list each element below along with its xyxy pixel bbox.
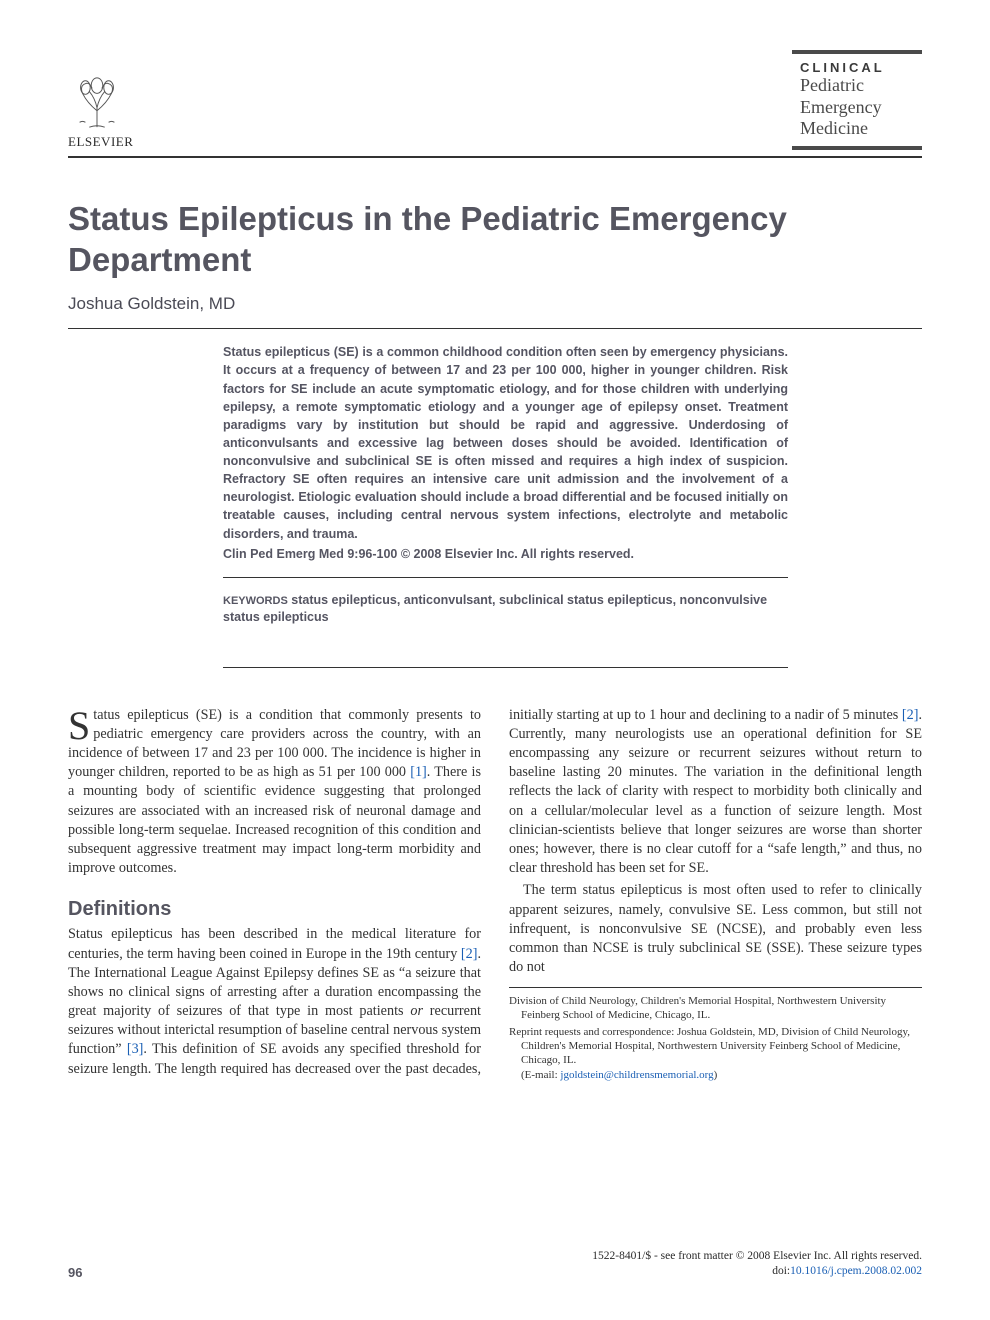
journal-line-2: Pediatric bbox=[800, 75, 914, 97]
journal-line-1: CLINICAL bbox=[800, 60, 914, 75]
definitions-p2: The term status epilepticus is most ofte… bbox=[509, 881, 922, 977]
ref-2b[interactable]: [2] bbox=[902, 707, 919, 723]
elsevier-tree-icon bbox=[68, 74, 126, 132]
abstract-citation: Clin Ped Emerg Med 9:96-100 © 2008 Elsev… bbox=[223, 545, 788, 563]
dropcap: S bbox=[68, 706, 93, 743]
abstract-text: Status epilepticus (SE) is a common chil… bbox=[223, 345, 788, 540]
keywords-block: KEYWORDS status epilepticus, anticonvuls… bbox=[223, 592, 788, 627]
doi-line: doi:10.1016/j.cpem.2008.02.002 bbox=[592, 1264, 922, 1280]
correspondence-email[interactable]: jgoldstein@childrensmemorial.org bbox=[560, 1069, 713, 1081]
doi-link[interactable]: 10.1016/j.cpem.2008.02.002 bbox=[790, 1265, 922, 1277]
keywords-label: KEYWORDS bbox=[223, 595, 288, 607]
copyright-text: 1522-8401/$ - see front matter © 2008 El… bbox=[592, 1249, 922, 1265]
abstract: Status epilepticus (SE) is a common chil… bbox=[223, 343, 788, 563]
header-rule bbox=[68, 156, 922, 158]
page-number: 96 bbox=[68, 1265, 82, 1280]
page-footer: 96 1522-8401/$ - see front matter © 2008… bbox=[68, 1249, 922, 1280]
article-author: Joshua Goldstein, MD bbox=[68, 294, 922, 314]
body-columns: Status epilepticus (SE) is a condition t… bbox=[68, 706, 922, 1082]
ref-2[interactable]: [2] bbox=[461, 946, 478, 962]
journal-line-3: Emergency bbox=[800, 97, 914, 119]
affiliation-line-2: Reprint requests and correspondence: Jos… bbox=[509, 1025, 922, 1082]
publisher-block: ELSEVIER bbox=[68, 74, 133, 150]
abstract-rule bbox=[223, 577, 788, 578]
article-title: Status Epilepticus in the Pediatric Emer… bbox=[68, 198, 922, 281]
keywords-rule bbox=[223, 667, 788, 668]
keywords-text: status epilepticus, anticonvulsant, subc… bbox=[223, 593, 767, 625]
title-rule bbox=[68, 328, 922, 329]
journal-title-box: CLINICAL Pediatric Emergency Medicine bbox=[792, 50, 922, 150]
page-header: ELSEVIER CLINICAL Pediatric Emergency Me… bbox=[68, 50, 922, 150]
ref-1[interactable]: [1] bbox=[410, 764, 427, 780]
affiliation-line-1: Division of Child Neurology, Children's … bbox=[509, 994, 922, 1023]
copyright-block: 1522-8401/$ - see front matter © 2008 El… bbox=[592, 1249, 922, 1280]
publisher-name: ELSEVIER bbox=[68, 134, 133, 150]
section-heading-definitions: Definitions bbox=[68, 896, 481, 923]
journal-line-4: Medicine bbox=[800, 118, 914, 140]
ref-3[interactable]: [3] bbox=[127, 1041, 144, 1057]
affiliation-block: Division of Child Neurology, Children's … bbox=[509, 987, 922, 1082]
intro-paragraph: Status epilepticus (SE) is a condition t… bbox=[68, 706, 481, 879]
